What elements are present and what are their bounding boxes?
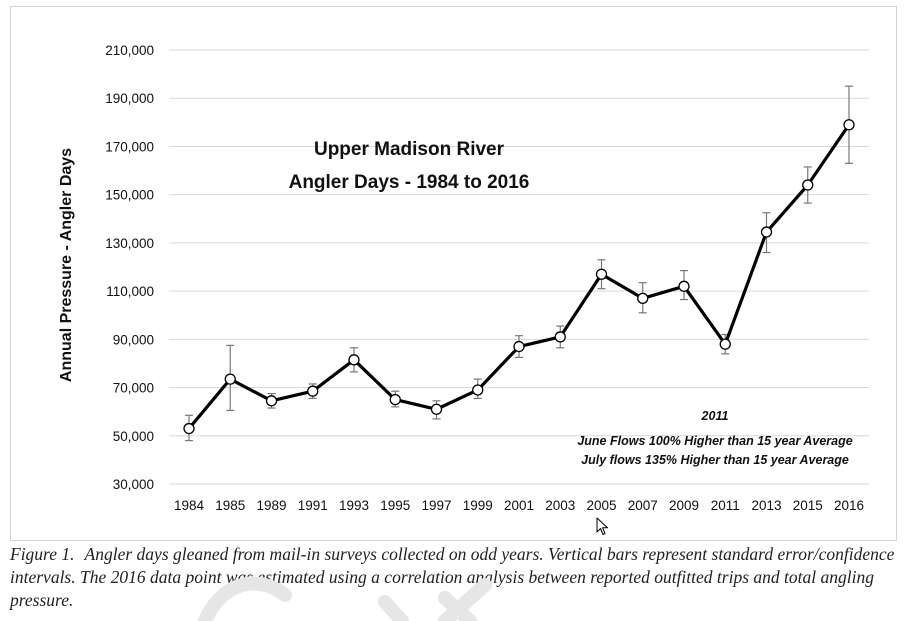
chart-frame: 30,000 50,000 70,000 90,000 110,000 130,000 15… <box>10 6 897 541</box>
y-tick-label: 170,000 <box>105 139 154 154</box>
x-tick-label: 2009 <box>669 498 699 513</box>
x-tick-label: 2007 <box>628 498 658 513</box>
mouse-cursor-icon <box>596 517 608 535</box>
data-point-2007 <box>637 292 649 304</box>
x-tick-label: 1985 <box>215 498 245 513</box>
x-tick-label: 2013 <box>751 498 781 513</box>
caption-label: Figure 1. <box>10 544 75 564</box>
y-tick-label: 70,000 <box>113 381 154 396</box>
y-axis-label: Annual Pressure - Angler Days <box>58 148 75 382</box>
x-tick-label: 2005 <box>586 498 616 513</box>
x-tick-label: 2001 <box>504 498 534 513</box>
data-point-1991 <box>307 385 319 397</box>
annotation-line-1: 2011 <box>701 409 729 423</box>
data-point-2011 <box>719 338 731 350</box>
data-point-1993 <box>348 354 360 366</box>
data-point-1999 <box>472 384 484 396</box>
data-point-2001 <box>513 340 525 353</box>
data-point-2016 <box>843 119 855 131</box>
data-point-2015 <box>802 179 814 191</box>
data-point-1989 <box>265 395 278 407</box>
x-tick-label: 1997 <box>421 498 451 513</box>
y-tick-label: 150,000 <box>105 188 154 203</box>
data-point-1985 <box>224 373 236 385</box>
data-point-2009 <box>678 280 690 292</box>
x-tick-label: 1993 <box>339 498 369 513</box>
data-point-2013 <box>760 226 773 238</box>
data-point-2003 <box>554 331 566 343</box>
y-tick-label: 50,000 <box>113 429 154 444</box>
y-tick-label: 110,000 <box>106 284 154 299</box>
data-point-2005 <box>595 268 608 280</box>
x-tick-label: 1995 <box>380 498 410 513</box>
data-point-1997 <box>430 403 443 415</box>
caption-text: Angler days gleaned from mail-in surveys… <box>10 544 895 610</box>
x-tick-label: 2003 <box>545 498 575 513</box>
x-tick-label: 2015 <box>793 498 823 513</box>
chart-title-line-1: Upper Madison River <box>314 139 505 160</box>
annotation-line-2: June Flows 100% Higher than 15 year Aver… <box>577 434 852 448</box>
figure-caption: Figure 1. Angler days gleaned from mail-… <box>10 543 900 612</box>
x-tick-label: 1991 <box>298 498 328 513</box>
x-tick-label: 1984 <box>174 498 205 513</box>
y-tick-label: 210,000 <box>105 43 154 58</box>
y-tick-label: 190,000 <box>105 91 154 106</box>
data-point-1984 <box>183 422 195 435</box>
data-point-1995 <box>389 393 401 406</box>
chart-title-line-2: Angler Days - 1984 to 2016 <box>289 172 530 193</box>
y-tick-label: 30,000 <box>113 477 154 492</box>
chart: 30,000 50,000 70,000 90,000 110,000 130,000 15… <box>58 43 869 513</box>
x-tick-label: 1999 <box>463 498 493 513</box>
y-tick-label: 130,000 <box>105 236 154 251</box>
y-tick-label: 90,000 <box>113 332 154 347</box>
x-tick-label: 2016 <box>834 498 864 513</box>
annotation-line-3: July flows 135% Higher than 15 year Aver… <box>581 453 849 467</box>
x-tick-label: 2011 <box>711 498 740 513</box>
series-line-angler-days <box>187 123 851 430</box>
x-tick-label: 1989 <box>256 498 286 513</box>
